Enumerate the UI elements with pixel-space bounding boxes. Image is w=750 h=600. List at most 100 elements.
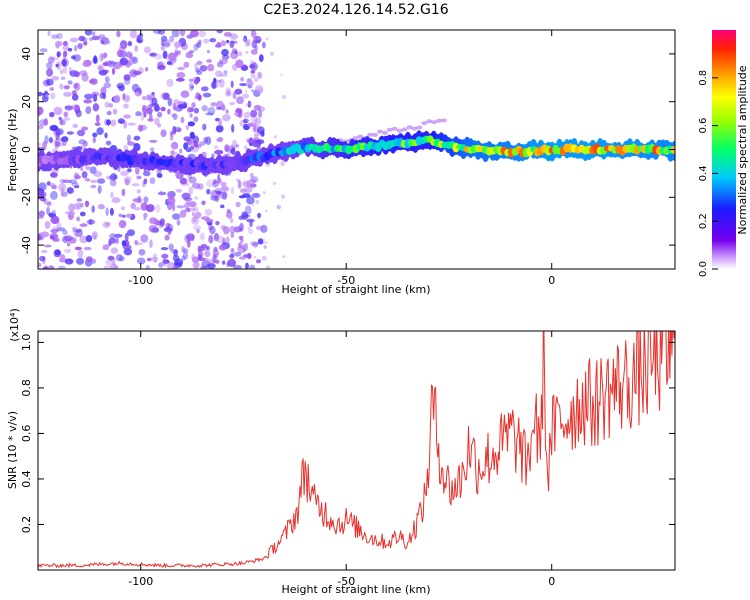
- noise-blob: [147, 118, 155, 122]
- noise-blob: [76, 257, 85, 265]
- noise-blob: [123, 248, 133, 256]
- noise-blob: [122, 93, 126, 101]
- noise-blob: [172, 125, 177, 135]
- noise-blob: [245, 50, 249, 55]
- noise-blob: [249, 64, 256, 69]
- noise-blob: [140, 234, 149, 243]
- noise-blob: [64, 258, 74, 265]
- noise-blob: [213, 145, 219, 149]
- noise-blob: [262, 41, 266, 49]
- noise-blob: [245, 104, 248, 107]
- noise-blob: [105, 140, 112, 146]
- noise-blob: [113, 61, 122, 70]
- noise-blob: [74, 185, 80, 189]
- noise-blob: [118, 85, 125, 92]
- noise-blob: [190, 85, 194, 89]
- noise-blob: [154, 105, 161, 112]
- noise-blob: [172, 102, 177, 111]
- noise-blob: [91, 35, 101, 41]
- noise-blob: [123, 94, 130, 103]
- y-tick-label: 0.4: [20, 470, 33, 488]
- noise-blob: [206, 245, 210, 251]
- noise-blob: [68, 210, 75, 217]
- noise-blob: [49, 111, 55, 118]
- noise-blob: [237, 51, 243, 57]
- noise-blob: [223, 70, 228, 75]
- noise-blob: [193, 206, 199, 212]
- noise-blob: [176, 72, 186, 79]
- noise-blob: [281, 95, 286, 99]
- noise-blob: [192, 261, 200, 269]
- noise-blob: [253, 123, 258, 127]
- noise-blob: [245, 262, 249, 269]
- noise-blob: [247, 252, 252, 260]
- noise-blob: [134, 45, 139, 52]
- noise-blob: [157, 111, 163, 118]
- noise-blob: [109, 233, 116, 240]
- noise-blob: [189, 131, 195, 140]
- noise-blob: [183, 248, 189, 253]
- noise-blob: [212, 178, 217, 185]
- noise-blob: [164, 234, 170, 241]
- noise-blob: [83, 40, 88, 46]
- noise-blob: [135, 166, 140, 175]
- noise-blob: [187, 146, 195, 150]
- noise-blob: [258, 106, 265, 112]
- noise-blob: [160, 129, 167, 138]
- noise-blob: [172, 113, 178, 121]
- noise-blob: [76, 146, 83, 151]
- noise-blob: [216, 61, 224, 68]
- noise-blob: [38, 210, 45, 217]
- noise-blob: [115, 254, 123, 262]
- noise-blob: [90, 179, 98, 184]
- noise-blob: [197, 183, 204, 190]
- noise-blob: [60, 76, 66, 81]
- noise-blob: [51, 76, 60, 81]
- colorbar: 0.0 0.2 0.4 0.6 0.8 Normalized spectral ampl…: [698, 30, 749, 277]
- noise-blob: [192, 225, 201, 231]
- branch-blob: [381, 130, 388, 135]
- noise-blob: [77, 43, 83, 50]
- noise-blob: [263, 244, 267, 249]
- noise-blob: [183, 61, 190, 68]
- noise-blob: [83, 140, 88, 147]
- noise-blob: [66, 242, 71, 247]
- branch-blob: [426, 119, 433, 124]
- branch-blob: [386, 127, 393, 132]
- noise-blob: [230, 80, 234, 88]
- noise-blob: [134, 207, 141, 211]
- noise-blob: [143, 46, 151, 54]
- branch-blob: [396, 128, 403, 133]
- colorbar-scale: [712, 30, 736, 269]
- noise-blob: [196, 228, 200, 234]
- noise-blob: [177, 50, 181, 55]
- noise-blob: [245, 90, 248, 93]
- noise-blob: [110, 119, 117, 127]
- noise-blob: [71, 182, 80, 187]
- noise-blob: [244, 242, 249, 247]
- noise-blob: [63, 235, 73, 242]
- noise-blob: [183, 197, 193, 202]
- noise-blob: [214, 149, 224, 155]
- noise-blob: [247, 227, 251, 230]
- noise-blob: [52, 226, 60, 230]
- noise-blob: [201, 200, 206, 206]
- noise-blob: [150, 227, 158, 233]
- noise-blob: [50, 190, 58, 200]
- noise-blob: [216, 30, 223, 34]
- noise-blob: [153, 253, 158, 261]
- noise-blob: [250, 49, 258, 55]
- noise-blob: [210, 102, 217, 107]
- noise-blob: [81, 171, 88, 179]
- noise-blob: [51, 57, 60, 60]
- noise-blob: [280, 161, 285, 167]
- noise-blob: [191, 212, 195, 217]
- noise-blob: [184, 207, 190, 213]
- noise-blob: [230, 248, 235, 253]
- noise-blob: [256, 226, 259, 230]
- noise-blob: [160, 35, 168, 42]
- noise-blob: [257, 212, 262, 219]
- noise-blob: [91, 231, 98, 240]
- noise-blob: [218, 244, 227, 251]
- noise-blob: [254, 136, 257, 139]
